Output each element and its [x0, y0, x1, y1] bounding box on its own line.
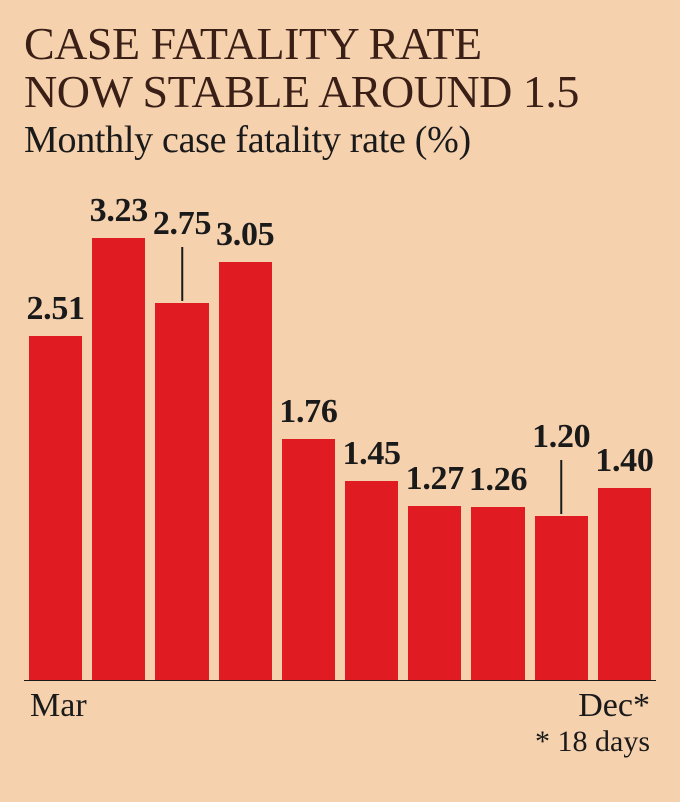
- axis-footnote: * 18 days: [535, 725, 650, 759]
- bar: [598, 488, 651, 680]
- bar-value-label: 3.05: [207, 216, 283, 254]
- chart-title: CASE FATALITY RATE NOW STABLE AROUND 1.5: [24, 20, 656, 116]
- bar-slot: 2.75: [150, 303, 213, 680]
- bar: [29, 336, 82, 680]
- title-line2: NOW STABLE AROUND 1.5: [24, 66, 579, 117]
- title-line1: CASE FATALITY RATE: [24, 18, 482, 69]
- axis-label-left: Mar: [30, 687, 87, 725]
- bars-container: 2.513.232.753.051.761.451.271.261.201.40: [24, 180, 656, 680]
- chart-subtitle: Monthly case fatality rate (%): [24, 118, 656, 162]
- bar: [92, 238, 145, 681]
- x-axis: Mar Dec* * 18 days: [24, 680, 656, 734]
- bar: [282, 439, 335, 680]
- bar-slot: 1.26: [466, 507, 529, 680]
- value-tick-line: [560, 460, 562, 514]
- bar: [155, 303, 208, 680]
- bar: [219, 262, 272, 680]
- bar-slot: 2.51: [24, 336, 87, 680]
- chart-canvas: CASE FATALITY RATE NOW STABLE AROUND 1.5…: [0, 0, 680, 802]
- bar-slot: 1.45: [340, 481, 403, 680]
- bar-chart: 2.513.232.753.051.761.451.271.261.201.40: [24, 180, 656, 680]
- bar-slot: 1.40: [593, 488, 656, 680]
- bar-slot: 3.05: [214, 262, 277, 680]
- bar-value-label: 1.26: [460, 461, 536, 499]
- bar-value-label: 1.40: [587, 442, 663, 480]
- bar: [471, 507, 524, 680]
- bar-slot: 1.20: [530, 516, 593, 680]
- bar: [535, 516, 588, 680]
- chart-wrap: 2.513.232.753.051.761.451.271.261.201.40…: [24, 180, 656, 734]
- axis-label-right: Dec*: [578, 687, 650, 725]
- bar: [345, 481, 398, 680]
- bar-value-label: 1.76: [270, 393, 346, 431]
- bar-slot: 3.23: [87, 238, 150, 681]
- bar-slot: 1.76: [277, 439, 340, 680]
- bar-slot: 1.27: [403, 506, 466, 680]
- value-tick-line: [181, 247, 183, 301]
- bar-value-label: 2.51: [18, 290, 94, 328]
- bar: [408, 506, 461, 680]
